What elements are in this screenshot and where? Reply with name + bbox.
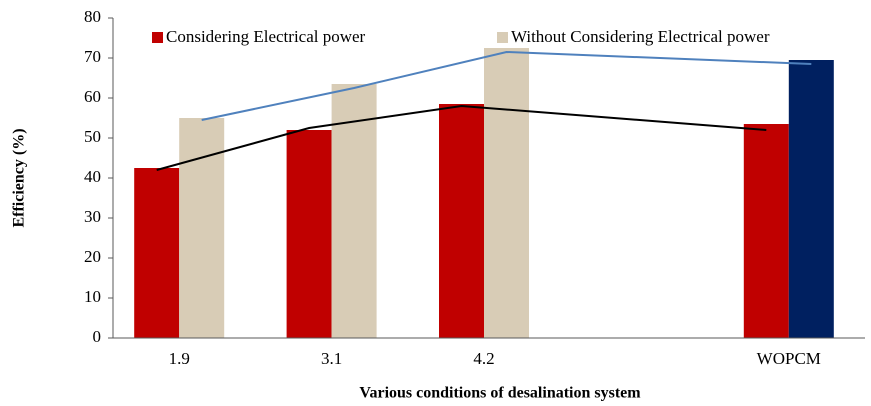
bar: [134, 168, 180, 338]
x-axis-label: Various conditions of desalination syste…: [359, 385, 641, 402]
bar: [331, 84, 377, 338]
trend-line: [156, 104, 767, 171]
bar: [743, 124, 789, 338]
legend-swatch: [152, 32, 163, 43]
bar: [484, 48, 529, 338]
y-tick-label: 10: [84, 287, 101, 306]
y-tick-label: 0: [93, 327, 102, 346]
y-tick-label: 60: [84, 87, 101, 106]
legend-label: Considering Electrical power: [166, 27, 366, 46]
y-tick-label: 70: [84, 47, 101, 66]
legend-swatch: [497, 32, 508, 43]
bar: [788, 60, 834, 338]
y-axis-label: Efficiency (%): [11, 128, 28, 227]
legend-label: Without Considering Electrical power: [511, 27, 770, 46]
x-tick-label: 3.1: [321, 349, 342, 368]
x-tick-label: 1.9: [169, 349, 190, 368]
y-tick-label: 20: [84, 247, 101, 266]
x-tick-label: 4.2: [473, 349, 494, 368]
y-tick-label: 50: [84, 127, 101, 146]
bar: [286, 130, 332, 338]
bar: [439, 104, 484, 338]
trend-line: [201, 50, 812, 121]
x-tick-label: WOPCM: [757, 349, 821, 368]
bar: [179, 118, 225, 338]
y-tick-label: 80: [84, 7, 101, 26]
y-tick-label: 40: [84, 167, 101, 186]
y-tick-label: 30: [84, 207, 101, 226]
